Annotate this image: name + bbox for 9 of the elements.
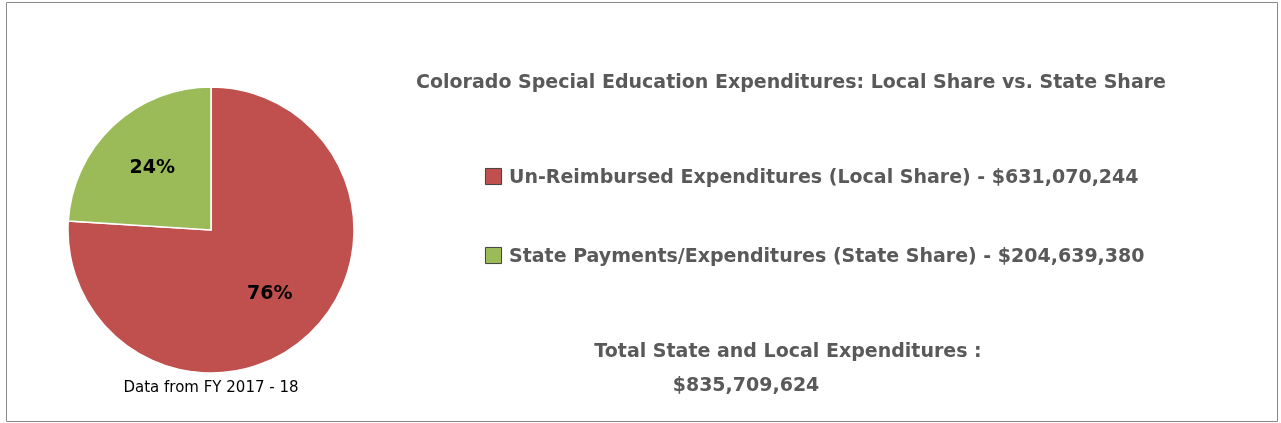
chart-title: Colorado Special Education Expenditures: Local Share vs. State Share bbox=[416, 70, 1166, 92]
text: Total State and Local Expenditures : bbox=[594, 339, 982, 361]
text: $835,709,624 bbox=[672, 373, 820, 395]
data-label: 76% bbox=[246, 280, 293, 303]
legend-label: Un-Reimbursed Expenditures (Local Share) - $631,070,244 bbox=[509, 164, 1139, 187]
pie-slice bbox=[67, 86, 355, 374]
legend-label: State Payments/Expenditures (State Share) - $204,639,380 bbox=[509, 243, 1145, 266]
data-label: 24% bbox=[129, 155, 176, 178]
text: Data from FY 2017 - 18 bbox=[123, 378, 299, 396]
